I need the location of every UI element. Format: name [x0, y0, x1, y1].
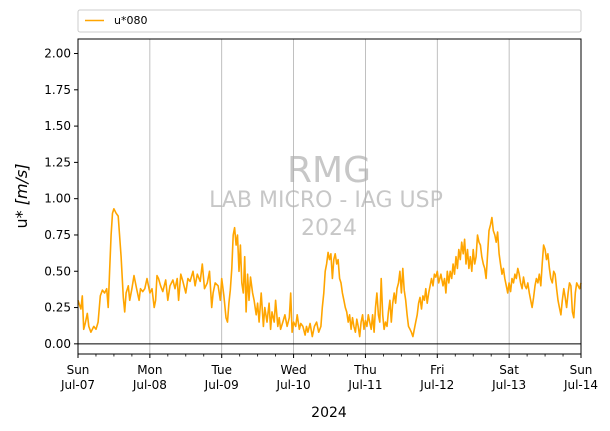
watermark-line3: 2024 — [301, 216, 357, 241]
y-tick-label: 2.00 — [44, 47, 71, 61]
watermark-line2: LAB MICRO - IAG USP — [209, 188, 443, 213]
x-tick-label-date: Jul-14 — [563, 378, 598, 392]
x-tick-label-day: Mon — [137, 363, 162, 377]
x-tick-label-day: Tue — [210, 363, 232, 377]
x-tick-label-date: Jul-09 — [204, 378, 239, 392]
x-axis-title: 2024 — [311, 405, 347, 421]
y-axis-title-unit: [m/s] — [12, 163, 31, 205]
x-tick-label-date: Jul-13 — [491, 378, 526, 392]
x-tick-label-date: Jul-08 — [132, 378, 167, 392]
y-tick-label: 1.25 — [44, 155, 71, 169]
y-tick-label: 1.00 — [44, 192, 71, 206]
x-tick-label-day: Sun — [67, 363, 90, 377]
watermark: RMG LAB MICRO - IAG USP 2024 — [209, 150, 443, 241]
x-tick-label-date: Jul-12 — [419, 378, 454, 392]
x-tick-label-day: Sat — [499, 363, 519, 377]
x-tick-label-date: Jul-07 — [60, 378, 95, 392]
y-tick-label: 0.75 — [44, 228, 71, 242]
y-tick-label: 0.50 — [44, 264, 71, 278]
x-tick-label-day: Wed — [280, 363, 306, 377]
y-tick-label: 0.25 — [44, 301, 71, 315]
legend: u*080 — [77, 9, 582, 33]
x-tick-label-day: Thu — [353, 363, 377, 377]
y-axis-title: u* [m/s] — [12, 163, 31, 228]
x-tick-label-date: Jul-10 — [276, 378, 311, 392]
y-tick-label: 1.50 — [44, 119, 71, 133]
series-line-u080 — [77, 208, 582, 338]
legend-label: u*080 — [114, 14, 147, 27]
x-tick-label-day: Sun — [570, 363, 593, 377]
x-tick-label-date: Jul-11 — [347, 378, 382, 392]
y-tick-label: 1.75 — [44, 83, 71, 97]
y-axis-title-main: u* — [12, 205, 31, 228]
gridlines — [149, 39, 510, 354]
watermark-line1: RMG — [287, 150, 371, 191]
y-tick-label: 0.00 — [44, 337, 71, 351]
x-axis: SunJul-07MonJul-08TueJul-09WedJul-10ThuJ… — [60, 354, 598, 392]
y-axis: 0.00 0.25 0.50 0.75 1.00 1.25 1.50 1.75 2.00 — [44, 47, 78, 351]
legend-frame — [77, 9, 582, 33]
x-tick-label-day: Fri — [430, 363, 444, 377]
